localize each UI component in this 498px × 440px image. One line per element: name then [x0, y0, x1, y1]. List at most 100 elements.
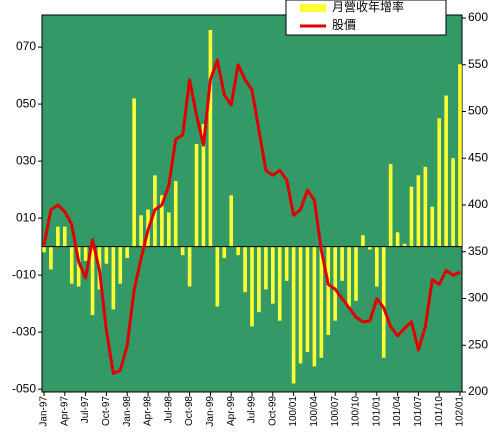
price-line — [42, 58, 461, 375]
x-tick-label: 100/10 — [351, 396, 362, 427]
bar — [437, 118, 441, 247]
y-tick-label: 050 — [16, 96, 36, 110]
x-tick-label: 101/07 — [413, 396, 424, 427]
y2-tick-label: 600 — [468, 10, 488, 24]
y2-tick-label: 450 — [468, 150, 488, 164]
bar — [381, 246, 386, 358]
bar — [167, 212, 171, 247]
x-tick-label: Jul-99 — [247, 396, 258, 424]
legend-label: 股價 — [332, 18, 356, 32]
bar — [257, 246, 261, 313]
x-tick-label: Jan-99 — [205, 396, 216, 427]
bar — [423, 166, 428, 247]
bar — [388, 163, 393, 247]
bar — [264, 246, 268, 290]
bar — [243, 246, 247, 293]
x-tick-label: Jan-98 — [122, 396, 133, 427]
bar — [42, 246, 46, 253]
legend-swatch — [300, 4, 326, 12]
y2-tick-label: 300 — [468, 291, 488, 305]
bar — [326, 246, 331, 335]
bar — [132, 98, 136, 247]
x-tick-label: Jul-98 — [163, 396, 174, 424]
bar — [395, 232, 400, 247]
bar — [222, 246, 227, 259]
bar — [298, 246, 303, 364]
x-tick-label: 100/04 — [309, 396, 320, 427]
x-tick-label: 101/01 — [371, 396, 382, 427]
bar — [319, 246, 324, 358]
bar — [444, 95, 448, 247]
bar — [409, 186, 414, 247]
bar — [402, 243, 407, 247]
y-tick-label: -030 — [12, 324, 36, 338]
y2-tick-label: 550 — [468, 57, 488, 71]
y-tick-label: -050 — [12, 381, 36, 395]
x-tick-label: 101/10 — [434, 396, 445, 427]
bar — [361, 235, 365, 247]
bar — [173, 181, 178, 247]
bar — [69, 246, 74, 284]
bar — [63, 226, 67, 247]
bar — [201, 124, 206, 247]
bar — [229, 195, 233, 247]
bar — [139, 215, 143, 247]
x-tick-label: Apr-98 — [143, 396, 154, 426]
bar — [354, 246, 358, 301]
y2-tick-label: 350 — [468, 244, 488, 258]
bar — [194, 143, 199, 247]
bar — [111, 246, 116, 310]
y-tick-label: 070 — [16, 39, 36, 53]
bar — [333, 246, 337, 321]
y2-tick-label: 200 — [468, 384, 488, 398]
x-tick-label: 101/04 — [392, 396, 403, 427]
bar — [368, 246, 372, 250]
x-tick-label: Oct-98 — [184, 396, 195, 426]
bar — [125, 246, 129, 259]
x-tick-label: 100/01 — [288, 396, 299, 427]
bar — [160, 195, 164, 247]
bar — [187, 246, 192, 287]
bar — [250, 246, 254, 327]
bar — [208, 29, 213, 247]
y-tick-label: 010 — [16, 210, 36, 224]
bar — [76, 246, 81, 287]
x-tick-label: Apr-99 — [226, 396, 237, 426]
bar — [284, 246, 289, 281]
bar — [340, 246, 344, 281]
bar — [458, 64, 462, 247]
x-tick-label: 100/07 — [330, 396, 341, 427]
x-tick-label: Jul-97 — [80, 396, 91, 424]
y2-tick-label: 250 — [468, 337, 488, 351]
x-tick-label: Oct-97 — [101, 396, 112, 426]
bar — [312, 246, 317, 367]
y2-tick-label: 400 — [468, 197, 488, 211]
bar — [305, 246, 310, 353]
bar — [215, 246, 220, 307]
bar — [347, 246, 351, 307]
bar — [291, 246, 296, 384]
y-tick-label: 030 — [16, 153, 36, 167]
bar — [90, 246, 95, 316]
bar — [56, 226, 60, 247]
x-tick-label: Oct-99 — [267, 396, 278, 426]
x-tick-label: Apr-97 — [59, 396, 70, 426]
bar — [104, 246, 109, 264]
y-tick-label: -010 — [12, 267, 36, 281]
bar — [416, 175, 421, 247]
x-tick-label: 102/01 — [455, 396, 466, 427]
bar — [271, 246, 275, 304]
bar — [180, 246, 185, 256]
bar — [49, 246, 53, 270]
y2-tick-label: 500 — [468, 104, 488, 118]
x-tick-label: Jan-97 — [39, 396, 50, 427]
bar — [375, 246, 379, 287]
bar — [277, 246, 282, 321]
legend-label: 月營收年增率 — [332, 0, 404, 14]
bar — [83, 246, 88, 261]
bar — [451, 158, 455, 247]
bar — [236, 246, 240, 256]
bar — [430, 206, 435, 247]
bar — [118, 246, 123, 284]
